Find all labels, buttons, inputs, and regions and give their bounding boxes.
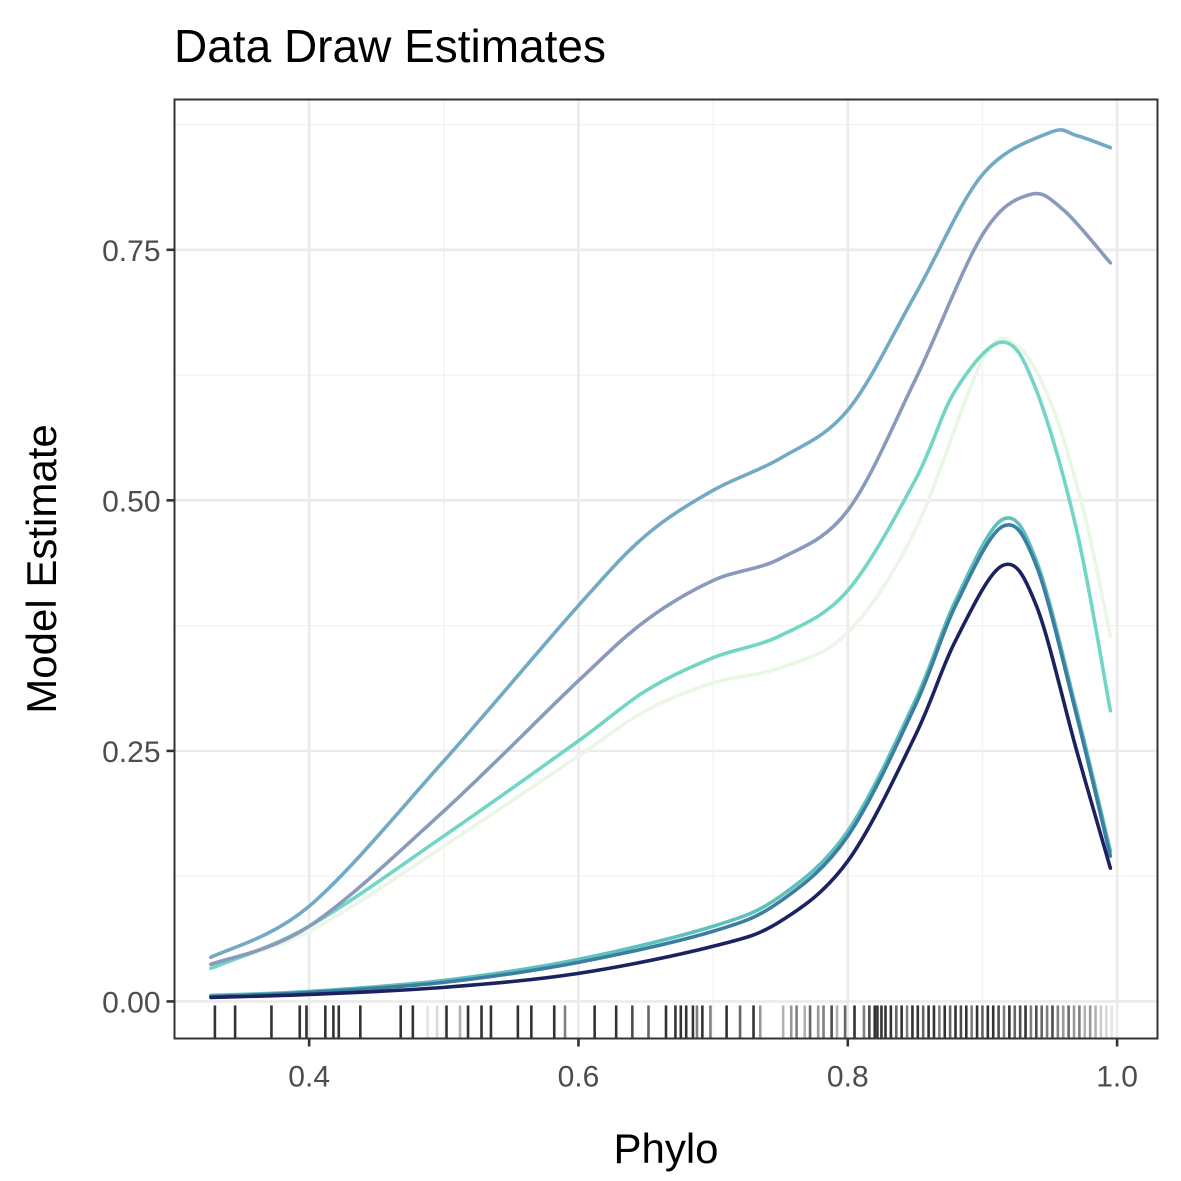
x-tick-label: 0.6	[558, 1061, 600, 1094]
series-line-7	[209, 562, 1113, 1000]
series-line-4	[209, 128, 1113, 960]
x-tick-label: 1.0	[1096, 1061, 1138, 1094]
series-line-2	[209, 340, 1113, 971]
x-tick-label: 0.4	[288, 1061, 330, 1094]
series-line-3	[209, 191, 1113, 967]
series-lines	[209, 128, 1113, 1000]
plot-panel-border	[173, 98, 1159, 1040]
rug-marks	[213, 1005, 1114, 1039]
x-tick-label: 0.8	[827, 1061, 869, 1094]
y-tick-label: 0.50	[102, 485, 160, 518]
chart-title: Data Draw Estimates	[174, 20, 606, 72]
x-axis-title: Phylo	[613, 1125, 718, 1172]
grid	[173, 99, 1158, 1039]
series-line-1	[209, 336, 1113, 968]
y-tick-label: 0.75	[102, 235, 160, 268]
y-axis-title: Model Estimate	[18, 424, 65, 713]
series-line-6	[209, 523, 1113, 999]
y-tick-label: 0.00	[102, 986, 160, 1019]
y-tick-label: 0.25	[102, 736, 160, 769]
axis-ticks: 0.4 0.6 0.8 1.0 0.00 0.25 0.50 0.75	[102, 235, 1138, 1094]
